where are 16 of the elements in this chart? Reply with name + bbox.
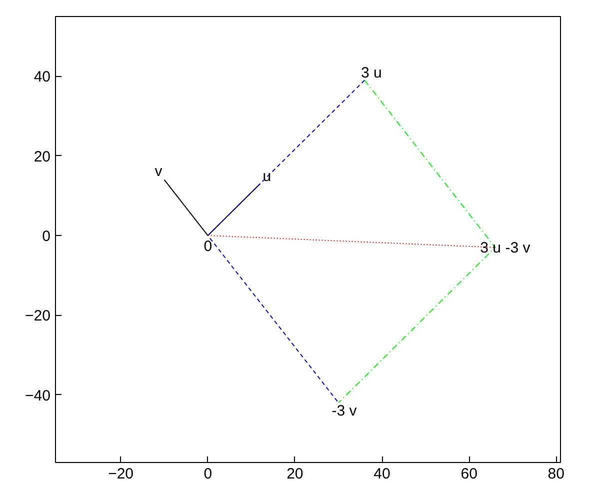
y-tick-label: 20 — [34, 148, 51, 166]
x-tick-label: 60 — [460, 466, 478, 482]
y-tick-label: 0 — [42, 228, 50, 246]
y-tick-label: −20 — [25, 308, 51, 325]
x-tick-label: −20 — [108, 466, 134, 482]
y-tick-label: −40 — [25, 387, 51, 404]
y-tick-label: 40 — [34, 68, 51, 86]
annotation: v — [154, 163, 163, 180]
annotation: 0 — [204, 238, 212, 256]
annotation: 3 u — [360, 64, 382, 82]
x-tick-label: 20 — [286, 466, 304, 482]
x-tick-label: 0 — [204, 466, 212, 482]
x-tick-label: 40 — [374, 466, 390, 482]
x-tick-label: 80 — [548, 466, 564, 482]
annotation: 3 u -3 v — [480, 239, 531, 256]
annotation: -3 v — [332, 402, 358, 420]
